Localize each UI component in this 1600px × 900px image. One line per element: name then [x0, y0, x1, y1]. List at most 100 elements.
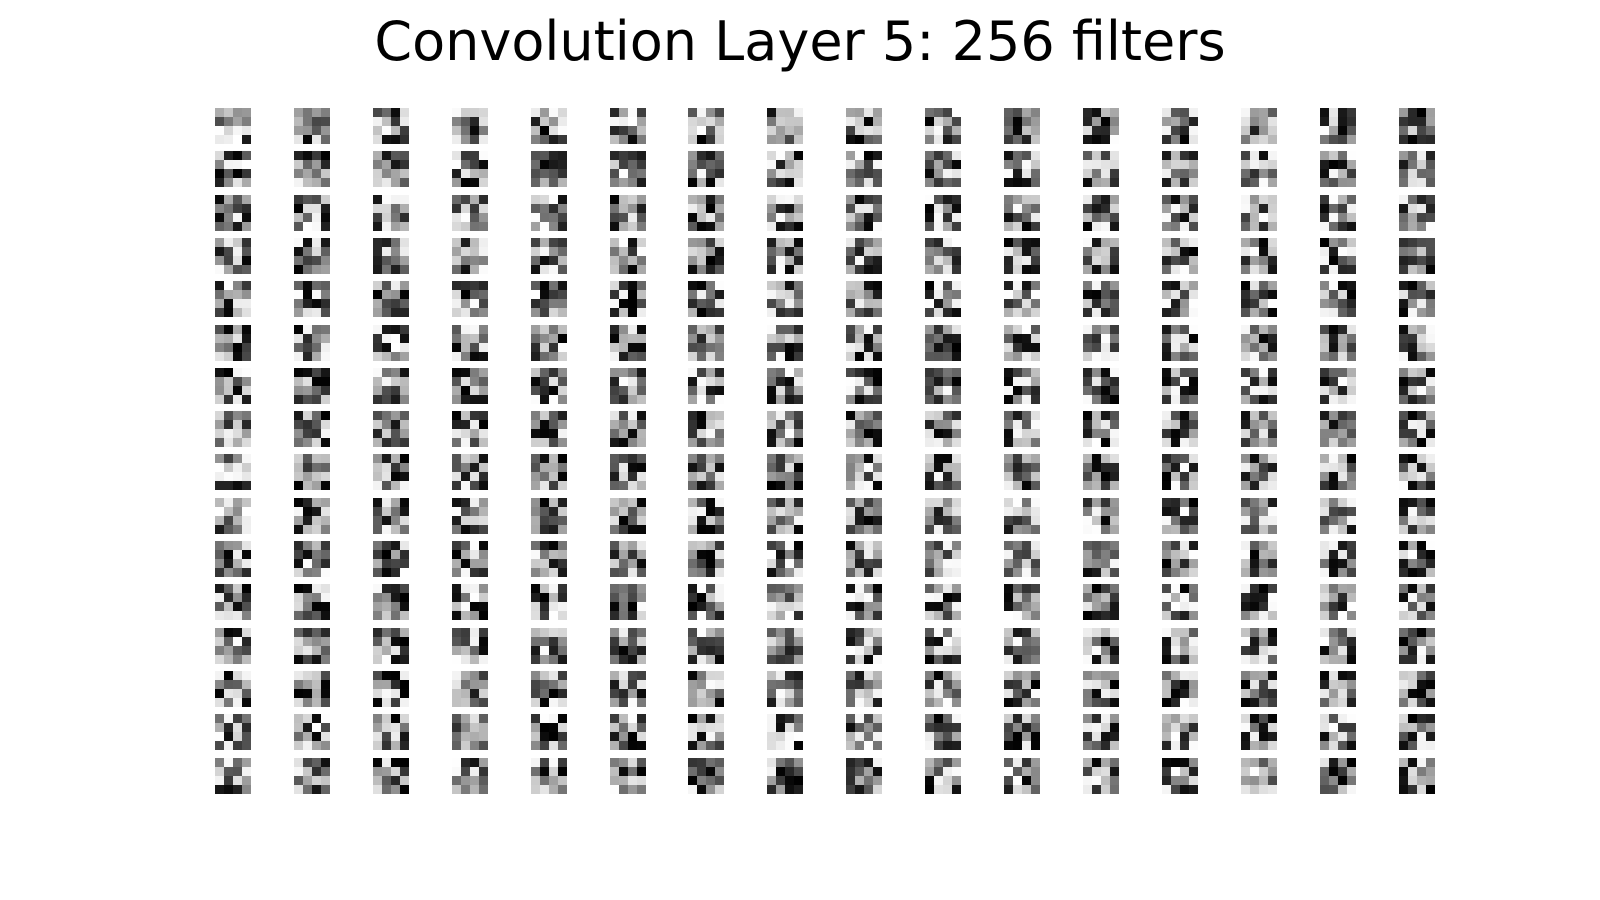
- filter-pixel: [688, 767, 697, 776]
- filter-pixel: [1259, 516, 1268, 525]
- filter-pixel: [1329, 541, 1338, 550]
- filter-pixel: [610, 352, 619, 361]
- filter-pixel: [873, 352, 882, 361]
- filter-pixel: [628, 169, 637, 178]
- filter-tile: [215, 541, 251, 577]
- filter-pixel: [233, 550, 242, 559]
- filter-pixel: [610, 334, 619, 343]
- filter-pixel: [215, 265, 224, 274]
- filter-pixel: [479, 637, 488, 646]
- filter-pixel: [452, 256, 461, 265]
- filter-pixel: [697, 151, 706, 160]
- filter-pixel: [1426, 628, 1435, 637]
- filter-pixel: [382, 377, 391, 386]
- filter-pixel: [1426, 395, 1435, 404]
- filter-pixel: [1259, 135, 1268, 144]
- filter-pixel: [855, 671, 864, 680]
- filter-pixel: [233, 785, 242, 794]
- filter-pixel: [531, 767, 540, 776]
- filter-pixel: [1013, 559, 1022, 568]
- filter-pixel: [715, 308, 724, 317]
- filter-pixel: [479, 541, 488, 550]
- filter-pixel: [549, 689, 558, 698]
- filter-pixel: [540, 732, 549, 741]
- filter-pixel: [1013, 222, 1022, 231]
- filter-pixel: [1083, 550, 1092, 559]
- filter-pixel: [1013, 776, 1022, 785]
- filter-pixel: [558, 411, 567, 420]
- filter-pixel: [1347, 108, 1356, 117]
- filter-pixel: [925, 611, 934, 620]
- filter-pixel: [1162, 481, 1171, 490]
- filter-pixel: [925, 568, 934, 577]
- filter-pixel: [925, 178, 934, 187]
- filter-pixel: [776, 377, 785, 386]
- filter-pixel: [294, 151, 303, 160]
- filter-pixel: [688, 411, 697, 420]
- filter-pixel: [610, 178, 619, 187]
- filter-pixel: [952, 698, 961, 707]
- filter-pixel: [321, 265, 330, 274]
- filter-pixel: [619, 108, 628, 117]
- filter-pixel: [1101, 584, 1110, 593]
- filter-tile: [215, 758, 251, 794]
- filter-pixel: [1417, 507, 1426, 516]
- filter-pixel: [1189, 135, 1198, 144]
- filter-tile: [1399, 584, 1435, 620]
- filter-pixel: [943, 169, 952, 178]
- filter-pixel: [1083, 352, 1092, 361]
- filter-pixel: [312, 169, 321, 178]
- filter-tile: [610, 498, 646, 534]
- filter-tile: [1083, 758, 1119, 794]
- filter-pixel: [706, 628, 715, 637]
- filter-pixel: [1320, 213, 1329, 222]
- filter-pixel: [1338, 395, 1347, 404]
- filter-pixel: [934, 698, 943, 707]
- filter-pixel: [321, 611, 330, 620]
- filter-pixel: [233, 151, 242, 160]
- filter-pixel: [1083, 429, 1092, 438]
- filter-pixel: [400, 541, 409, 550]
- filter-pixel: [1329, 741, 1338, 750]
- filter-pixel: [400, 265, 409, 274]
- filter-pixel: [767, 611, 776, 620]
- filter-pixel: [785, 758, 794, 767]
- filter-pixel: [767, 222, 776, 231]
- filter-pixel: [1083, 584, 1092, 593]
- filter-pixel: [715, 568, 724, 577]
- filter-pixel: [1347, 213, 1356, 222]
- filter-pixel: [303, 377, 312, 386]
- filter-pixel: [706, 299, 715, 308]
- filter-pixel: [706, 741, 715, 750]
- filter-pixel: [391, 507, 400, 516]
- filter-pixel: [294, 377, 303, 386]
- filter-pixel: [873, 680, 882, 689]
- filter-pixel: [382, 776, 391, 785]
- filter-pixel: [549, 714, 558, 723]
- filter-pixel: [697, 568, 706, 577]
- filter-tile: [452, 541, 488, 577]
- filter-pixel: [864, 776, 873, 785]
- filter-pixel: [767, 481, 776, 490]
- filter-pixel: [1162, 698, 1171, 707]
- filter-pixel: [233, 559, 242, 568]
- filter-pixel: [242, 204, 251, 213]
- filter-pixel: [531, 785, 540, 794]
- filter-pixel: [1110, 108, 1119, 117]
- filter-pixel: [628, 593, 637, 602]
- filter-pixel: [1250, 680, 1259, 689]
- filter-pixel: [303, 498, 312, 507]
- filter-pixel: [321, 377, 330, 386]
- filter-pixel: [1347, 299, 1356, 308]
- filter-pixel: [1022, 714, 1031, 723]
- filter-pixel: [1241, 481, 1250, 490]
- filter-pixel: [242, 135, 251, 144]
- filter-pixel: [1180, 377, 1189, 386]
- filter-pixel: [637, 568, 646, 577]
- filter-pixel: [1259, 689, 1268, 698]
- filter-pixel: [1092, 213, 1101, 222]
- filter-pixel: [558, 299, 567, 308]
- filter-pixel: [531, 256, 540, 265]
- filter-pixel: [233, 299, 242, 308]
- filter-pixel: [1013, 420, 1022, 429]
